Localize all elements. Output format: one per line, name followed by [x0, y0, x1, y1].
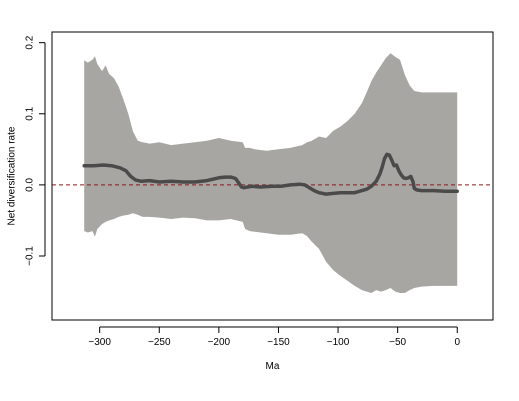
x-tick-label: −150: [267, 337, 290, 348]
y-tick-label: 0.0: [25, 178, 36, 192]
plot-frame: [51, 31, 494, 321]
x-tick-label: −200: [208, 337, 231, 348]
line-layer: [82, 152, 459, 196]
x-tick-label: −250: [148, 337, 171, 348]
y-axis-title: Net diversification rate: [7, 126, 18, 225]
y-tick-label: 0.1: [25, 106, 36, 120]
x-tick-label: 0: [454, 337, 460, 348]
band-layer: [84, 53, 458, 293]
x-axis-title: Ma: [266, 361, 280, 372]
y-axis: −0.1 0.0 0.1 0.2: [25, 35, 46, 266]
mean-rate-line: [82, 152, 459, 196]
x-tick-label: −100: [327, 337, 350, 348]
y-tick-label: −0.1: [25, 246, 36, 266]
x-axis: −300 −250 −200 −150 −100 −50 0: [88, 326, 460, 348]
y-tick-label: 0.2: [25, 35, 36, 49]
x-tick-label: −50: [389, 337, 406, 348]
confidence-band: [84, 53, 458, 293]
x-tick-label: −300: [88, 337, 111, 348]
